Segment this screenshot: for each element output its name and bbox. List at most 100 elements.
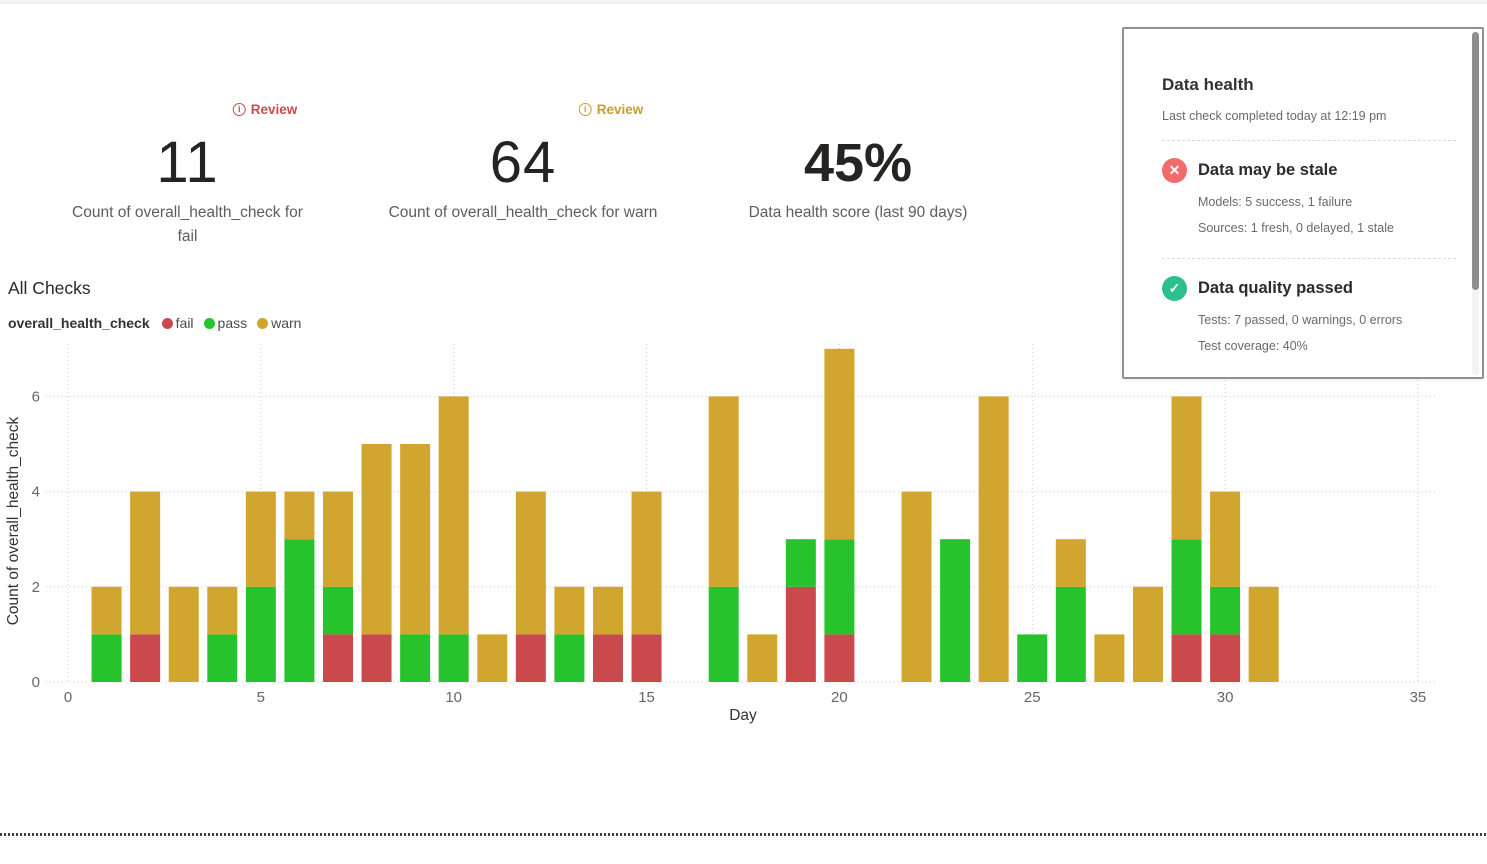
review-badge-label: Review (596, 102, 644, 117)
legend-label: fail (175, 315, 194, 331)
bar-pass-day-30[interactable] (1210, 586, 1241, 635)
panel-title: Data health (1162, 75, 1254, 94)
bar-fail-day-2[interactable] (130, 634, 161, 682)
review-badge-warn[interactable]: i Review (578, 102, 644, 117)
kpi-badge-row (708, 100, 1008, 122)
kpi-card-warn[interactable]: i Review 64 Count of overall_health_chec… (387, 100, 659, 225)
legend-label: pass (217, 315, 248, 331)
bar-pass-day-4[interactable] (207, 634, 238, 682)
bar-warn-day-4[interactable] (207, 586, 238, 635)
bar-warn-day-24[interactable] (978, 396, 1009, 682)
legend-series-name: overall_health_check (8, 315, 150, 331)
status-item-quality: ✓ Data quality passed (1162, 276, 1456, 301)
bar-pass-day-9[interactable] (400, 634, 431, 682)
bar-warn-day-20[interactable] (824, 348, 855, 540)
bar-warn-day-8[interactable] (361, 444, 392, 635)
bar-pass-day-19[interactable] (785, 539, 816, 587)
status-item-stale: ✕ Data may be stale (1162, 158, 1456, 183)
bar-warn-day-11[interactable] (477, 634, 508, 682)
status-line-tests: Tests: 7 passed, 0 warnings, 0 errors (1198, 313, 1403, 327)
bar-warn-day-5[interactable] (245, 491, 276, 587)
review-badge-label: Review (250, 102, 298, 117)
divider (1162, 258, 1456, 259)
bar-pass-day-25[interactable] (1017, 634, 1048, 682)
bar-pass-day-20[interactable] (824, 539, 855, 635)
review-badge-fail[interactable]: i Review (232, 102, 298, 117)
bar-warn-day-26[interactable] (1055, 539, 1086, 587)
check-circle-icon: ✓ (1162, 276, 1187, 301)
bar-warn-day-9[interactable] (400, 444, 431, 635)
bar-pass-day-26[interactable] (1055, 586, 1086, 682)
bar-pass-day-17[interactable] (708, 586, 739, 682)
y-tick-label: 0 (32, 674, 40, 691)
status-title: Data may be stale (1198, 161, 1338, 179)
bar-pass-day-6[interactable] (284, 539, 315, 682)
x-tick-label: 35 (1410, 689, 1427, 706)
legend-item-fail[interactable]: fail (161, 315, 194, 331)
bar-warn-day-14[interactable] (592, 586, 623, 635)
bar-fail-day-12[interactable] (515, 634, 546, 682)
bar-warn-day-7[interactable] (322, 491, 353, 587)
kpi-value: 45% (803, 133, 913, 193)
bar-fail-day-30[interactable] (1210, 634, 1241, 682)
x-tick-label: 0 (64, 689, 72, 706)
scrollbar-thumb[interactable] (1472, 32, 1479, 290)
bar-warn-day-6[interactable] (284, 491, 315, 540)
status-title: Data quality passed (1198, 279, 1353, 297)
bar-warn-day-22[interactable] (901, 491, 932, 682)
bar-pass-day-23[interactable] (940, 539, 971, 682)
status-details: Models: 5 success, 1 failure Sources: 1 … (1198, 190, 1456, 241)
bar-warn-day-27[interactable] (1094, 634, 1125, 682)
kpi-badge-row: i Review (70, 100, 305, 122)
bar-warn-day-1[interactable] (91, 586, 122, 635)
bar-fail-day-29[interactable] (1171, 634, 1202, 682)
kpi-label: Count of overall_health_check for warn (388, 204, 658, 221)
x-tick-label: 10 (445, 689, 462, 706)
y-tick-label: 6 (32, 388, 40, 405)
bar-warn-day-15[interactable] (631, 491, 662, 635)
bar-pass-day-10[interactable] (438, 634, 469, 682)
all-checks-chart: 0 2 4 6 0 5 10 15 20 25 30 35 Day Count of overall_he… (5, 344, 1436, 724)
info-icon: i (232, 103, 246, 116)
bar-fail-day-15[interactable] (631, 634, 662, 682)
bar-pass-day-29[interactable] (1171, 539, 1202, 635)
x-tick-label: 5 (257, 689, 265, 706)
bar-warn-day-31[interactable] (1248, 586, 1279, 682)
info-icon: i (578, 103, 592, 116)
warn-dot-icon (257, 317, 269, 329)
panel-subtitle: Last check completed today at 12:19 pm (1162, 109, 1387, 123)
x-tick-label: 25 (1024, 689, 1041, 706)
bar-fail-day-20[interactable] (824, 634, 855, 682)
all-checks-title: All Checks (8, 278, 91, 298)
kpi-card-score[interactable]: 45% Data health score (last 90 days) (708, 100, 1008, 225)
bar-warn-day-30[interactable] (1210, 491, 1241, 587)
page-separator (0, 833, 1487, 836)
kpi-card-fail[interactable]: i Review 11 Count of overall_health_chec… (70, 100, 305, 249)
divider (1162, 140, 1456, 141)
bar-warn-day-17[interactable] (708, 396, 739, 587)
bar-fail-day-14[interactable] (592, 634, 623, 682)
bar-pass-day-5[interactable] (245, 586, 276, 682)
bar-warn-day-28[interactable] (1132, 586, 1163, 682)
bar-fail-day-8[interactable] (361, 634, 392, 682)
bar-fail-day-19[interactable] (785, 586, 816, 682)
kpi-label: Data health score (last 90 days) (748, 204, 968, 221)
status-line-sources: Sources: 1 fresh, 0 delayed, 1 stale (1198, 220, 1394, 235)
bar-pass-day-13[interactable] (554, 634, 585, 682)
pass-dot-icon (203, 317, 215, 329)
chart-legend: overall_health_check fail pass warn (8, 315, 301, 331)
x-circle-icon: ✕ (1162, 158, 1187, 183)
bar-pass-day-1[interactable] (91, 634, 122, 682)
bar-warn-day-13[interactable] (554, 586, 585, 635)
bar-warn-day-2[interactable] (130, 491, 161, 635)
bar-pass-day-7[interactable] (322, 586, 353, 635)
legend-item-pass[interactable]: pass (203, 315, 248, 331)
legend-item-warn[interactable]: warn (257, 315, 301, 331)
bar-warn-day-10[interactable] (438, 396, 469, 635)
bar-warn-day-12[interactable] (515, 491, 546, 635)
status-line-coverage: Test coverage: 40% (1198, 338, 1308, 353)
bar-warn-day-18[interactable] (747, 634, 778, 682)
bar-fail-day-7[interactable] (322, 634, 353, 682)
bar-warn-day-29[interactable] (1171, 396, 1202, 540)
bar-warn-day-3[interactable] (168, 586, 199, 682)
